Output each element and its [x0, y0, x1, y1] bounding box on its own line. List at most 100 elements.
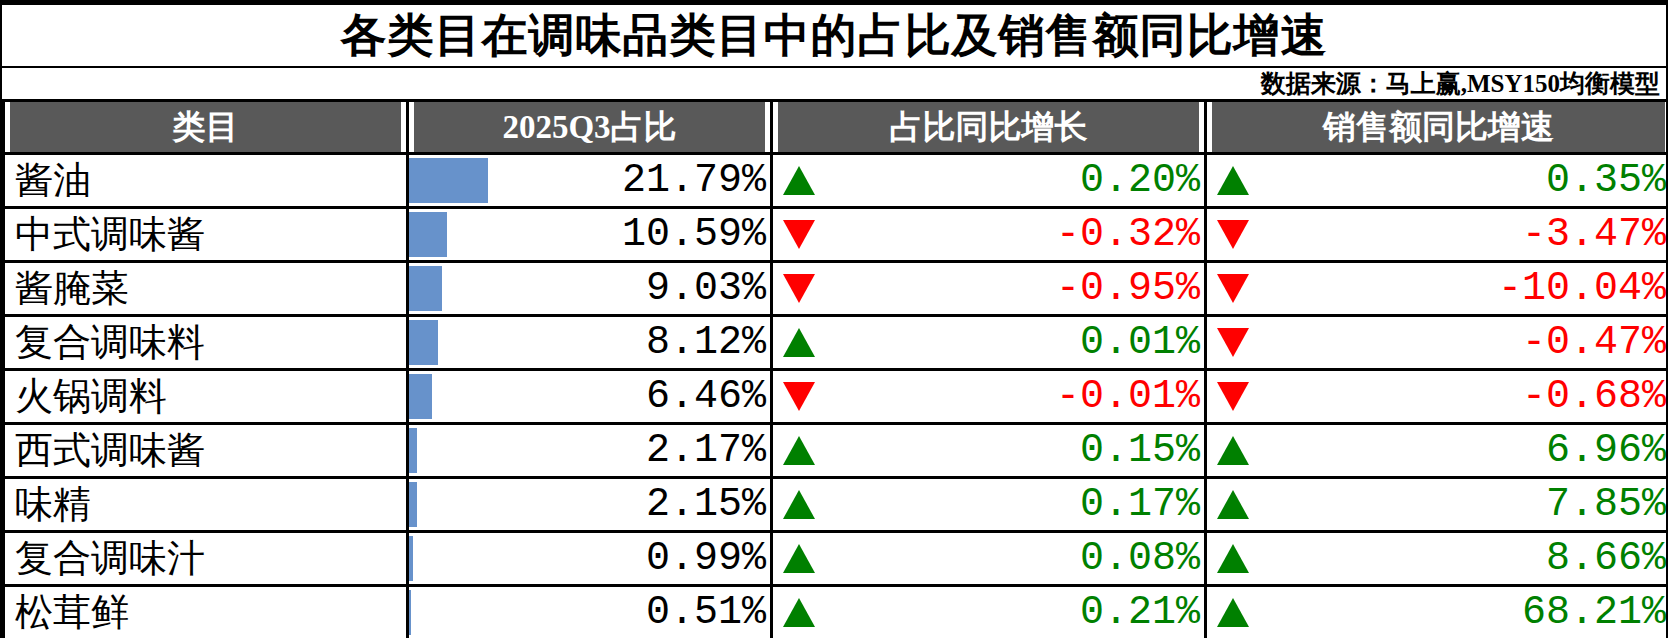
sales-yoy-value: 8.66%: [1546, 539, 1666, 579]
sales-yoy-value: 6.96%: [1546, 431, 1666, 471]
share-cell: 8.12%: [408, 316, 772, 370]
share-yoy-cell: 0.08%: [772, 532, 1206, 586]
share-data-bar: [409, 212, 447, 257]
share-yoy-value: -0.01%: [1056, 377, 1200, 417]
share-value: 2.15%: [646, 482, 770, 527]
sales-yoy-value: -0.47%: [1522, 323, 1666, 363]
share-data-bar: [409, 320, 438, 365]
share-yoy-cell: -0.01%: [772, 370, 1206, 424]
sales-yoy-value: -3.47%: [1522, 215, 1666, 255]
trend-icon: [1217, 220, 1249, 249]
share-data-bar: [409, 590, 411, 635]
share-value: 21.79%: [622, 158, 770, 203]
trend-icon: [1217, 598, 1249, 627]
col-header-category: 类目: [4, 101, 408, 154]
sales-yoy-value: 0.35%: [1546, 161, 1666, 201]
category-name: 火锅调料: [4, 370, 408, 424]
category-name: 复合调味汁: [4, 532, 408, 586]
share-yoy-value: 0.17%: [1080, 485, 1200, 525]
share-yoy-cell: -0.32%: [772, 208, 1206, 262]
share-yoy-value: -0.32%: [1056, 215, 1200, 255]
share-cell: 2.17%: [408, 424, 772, 478]
share-cell: 6.46%: [408, 370, 772, 424]
share-yoy-cell: 0.21%: [772, 586, 1206, 638]
share-yoy-cell: 0.15%: [772, 424, 1206, 478]
share-yoy-value: 0.01%: [1080, 323, 1200, 363]
category-name: 松茸鲜: [4, 586, 408, 638]
sales-yoy-value: 7.85%: [1546, 485, 1666, 525]
share-cell: 10.59%: [408, 208, 772, 262]
share-yoy-cell: 0.17%: [772, 478, 1206, 532]
table-row: 酱油 21.79% 0.20% 0.35%: [4, 154, 1668, 208]
header-row: 类目 2025Q3占比 占比同比增长 销售额同比增速: [4, 101, 1668, 154]
trend-icon: [783, 382, 815, 411]
trend-icon: [1217, 544, 1249, 573]
category-name: 复合调味料: [4, 316, 408, 370]
category-name: 酱油: [4, 154, 408, 208]
share-value: 10.59%: [622, 212, 770, 257]
share-yoy-value: -0.95%: [1056, 269, 1200, 309]
category-name: 味精: [4, 478, 408, 532]
share-value: 8.12%: [646, 320, 770, 365]
trend-icon: [1217, 328, 1249, 357]
sales-yoy-cell: -10.04%: [1206, 262, 1668, 316]
share-cell: 9.03%: [408, 262, 772, 316]
share-data-bar: [409, 158, 488, 203]
share-yoy-value: 0.15%: [1080, 431, 1200, 471]
report-table-page: 各类目在调味品类目中的占比及销售额同比增速 数据来源：马上赢,MSY150均衡模…: [0, 0, 1668, 638]
trend-icon: [1217, 166, 1249, 195]
sales-yoy-cell: -0.47%: [1206, 316, 1668, 370]
share-data-bar: [409, 374, 432, 419]
table-row: 复合调味汁 0.99% 0.08% 8.66%: [4, 532, 1668, 586]
sales-yoy-cell: -3.47%: [1206, 208, 1668, 262]
share-yoy-cell: 0.01%: [772, 316, 1206, 370]
table-row: 中式调味酱 10.59% -0.32% -3.47%: [4, 208, 1668, 262]
sales-yoy-cell: 0.35%: [1206, 154, 1668, 208]
share-cell: 0.99%: [408, 532, 772, 586]
share-yoy-value: 0.21%: [1080, 593, 1200, 633]
share-value: 6.46%: [646, 374, 770, 419]
table-row: 西式调味酱 2.17% 0.15% 6.96%: [4, 424, 1668, 478]
sales-yoy-value: -10.04%: [1498, 269, 1666, 309]
share-yoy-value: 0.20%: [1080, 161, 1200, 201]
page-title: 各类目在调味品类目中的占比及销售额同比增速: [2, 5, 1666, 68]
category-name: 酱腌菜: [4, 262, 408, 316]
col-header-sales-yoy: 销售额同比增速: [1206, 101, 1668, 154]
table-row: 火锅调料 6.46% -0.01% -0.68%: [4, 370, 1668, 424]
trend-icon: [1217, 490, 1249, 519]
sales-yoy-cell: -0.68%: [1206, 370, 1668, 424]
table-row: 复合调味料 8.12% 0.01% -0.47%: [4, 316, 1668, 370]
trend-icon: [1217, 436, 1249, 465]
category-share-table: 类目 2025Q3占比 占比同比增长 销售额同比增速 酱油 21.79% 0.2…: [2, 99, 1668, 638]
trend-icon: [783, 436, 815, 465]
share-value: 2.17%: [646, 428, 770, 473]
trend-icon: [783, 598, 815, 627]
share-cell: 0.51%: [408, 586, 772, 638]
table-row: 味精 2.15% 0.17% 7.85%: [4, 478, 1668, 532]
trend-icon: [783, 490, 815, 519]
trend-icon: [783, 328, 815, 357]
sales-yoy-cell: 8.66%: [1206, 532, 1668, 586]
trend-icon: [1217, 382, 1249, 411]
share-yoy-cell: 0.20%: [772, 154, 1206, 208]
share-data-bar: [409, 266, 442, 311]
share-value: 0.51%: [646, 590, 770, 635]
trend-icon: [783, 274, 815, 303]
share-cell: 2.15%: [408, 478, 772, 532]
category-name: 西式调味酱: [4, 424, 408, 478]
sales-yoy-cell: 68.21%: [1206, 586, 1668, 638]
trend-icon: [783, 220, 815, 249]
trend-icon: [783, 166, 815, 195]
share-value: 9.03%: [646, 266, 770, 311]
table-row: 松茸鲜 0.51% 0.21% 68.21%: [4, 586, 1668, 638]
data-source-note: 数据来源：马上赢,MSY150均衡模型: [2, 68, 1666, 99]
trend-icon: [1217, 274, 1249, 303]
sales-yoy-cell: 7.85%: [1206, 478, 1668, 532]
share-data-bar: [409, 482, 417, 527]
share-yoy-value: 0.08%: [1080, 539, 1200, 579]
share-data-bar: [409, 428, 417, 473]
col-header-share-yoy: 占比同比增长: [772, 101, 1206, 154]
table-row: 酱腌菜 9.03% -0.95% -10.04%: [4, 262, 1668, 316]
share-yoy-cell: -0.95%: [772, 262, 1206, 316]
col-header-share: 2025Q3占比: [408, 101, 772, 154]
